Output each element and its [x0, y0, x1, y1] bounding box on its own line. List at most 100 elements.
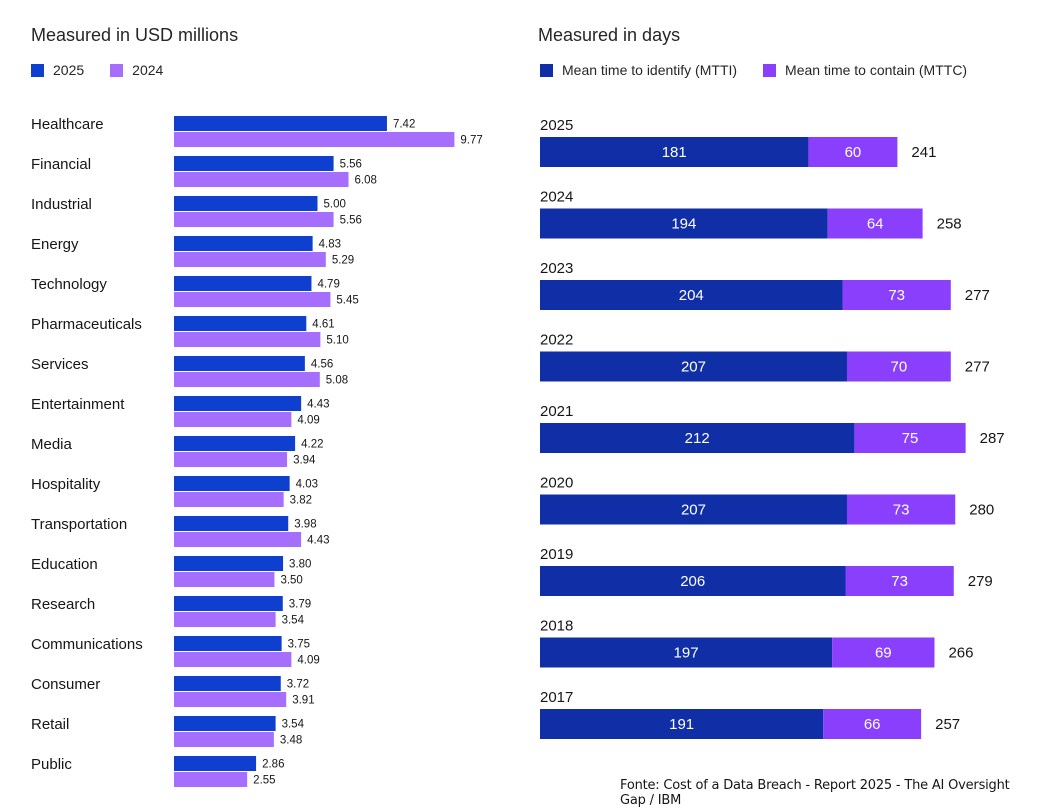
- bar-public-2024: [174, 772, 248, 787]
- data-label-education-2025: 3.80: [289, 559, 311, 571]
- bar-public-2025: [174, 756, 257, 771]
- segment-2018-mean-time-to-contain-mttc-: [832, 637, 935, 668]
- year-label-2020: 2020: [540, 475, 573, 492]
- bar-technology-2024: [174, 292, 331, 307]
- data-label-technology-2025: 4.79: [317, 279, 339, 291]
- legend-label-mttc: Mean time to contain (MTTC): [785, 62, 968, 78]
- category-label-financial: Financial: [31, 156, 91, 173]
- data-label-communications-2025: 3.75: [288, 639, 310, 651]
- segment-value-2018-mean-time-to-contain-mttc-: 69: [875, 645, 892, 662]
- segment-value-2024-mean-time-to-contain-mttc-: 64: [867, 216, 884, 233]
- bar-energy-2024: [174, 252, 326, 267]
- bar-consumer-2025: [174, 676, 281, 691]
- total-label-2023: 277: [965, 287, 990, 304]
- data-label-entertainment-2025: 4.43: [307, 399, 329, 411]
- bar-industrial-2025: [174, 196, 318, 211]
- data-label-healthcare-2024: 9.77: [460, 135, 482, 147]
- data-label-transportation-2025: 3.98: [294, 519, 316, 531]
- segment-value-2019-mean-time-to-identify-mtti-: 206: [680, 573, 705, 590]
- bar-healthcare-2025: [174, 116, 387, 131]
- source-note: Fonte: Cost of a Data Breach - Report 20…: [620, 778, 1010, 808]
- bar-pharmaceuticals-2025: [174, 316, 307, 331]
- data-label-retail-2025: 3.54: [282, 719, 305, 731]
- segment-value-2017-mean-time-to-contain-mttc-: 66: [864, 716, 881, 733]
- segment-value-2021-mean-time-to-identify-mtti-: 212: [685, 430, 710, 447]
- data-label-media-2024: 3.94: [293, 455, 316, 467]
- segment-2025-mean-time-to-identify-mtti-: [540, 137, 809, 167]
- segment-value-2024-mean-time-to-identify-mtti-: 194: [671, 216, 696, 233]
- legend-label-2024: 2024: [132, 62, 164, 78]
- year-label-2025: 2025: [540, 117, 573, 134]
- data-label-financial-2025: 5.56: [340, 159, 362, 171]
- data-label-services-2024: 5.08: [326, 375, 348, 387]
- data-label-consumer-2025: 3.72: [287, 679, 309, 691]
- legend-item-mttc: Mean time to contain (MTTC): [763, 62, 967, 78]
- segment-value-2019-mean-time-to-contain-mttc-: 73: [891, 573, 908, 590]
- bar-entertainment-2024: [174, 412, 292, 427]
- segment-value-2022-mean-time-to-contain-mttc-: 70: [891, 359, 908, 376]
- bar-services-2025: [174, 356, 305, 371]
- data-label-consumer-2024: 3.91: [292, 695, 314, 707]
- segment-value-2025-mean-time-to-identify-mtti-: 181: [662, 144, 687, 161]
- segment-2024-mean-time-to-contain-mttc-: [827, 208, 923, 239]
- bar-media-2024: [174, 452, 288, 467]
- segment-value-2020-mean-time-to-identify-mtti-: 207: [681, 502, 706, 519]
- right-legend: Mean time to identify (MTTI) Mean time t…: [540, 62, 993, 78]
- data-label-entertainment-2024: 4.09: [297, 415, 319, 427]
- year-label-2021: 2021: [540, 403, 573, 420]
- total-label-2019: 279: [968, 573, 993, 590]
- segment-2021-mean-time-to-contain-mttc-: [854, 423, 966, 453]
- bar-hospitality-2024: [174, 492, 284, 507]
- data-label-hospitality-2025: 4.03: [296, 479, 318, 491]
- data-label-industrial-2025: 5.00: [324, 199, 346, 211]
- segment-value-2021-mean-time-to-contain-mttc-: 75: [902, 430, 919, 447]
- segment-2019-mean-time-to-contain-mttc-: [845, 566, 954, 596]
- total-label-2020: 280: [969, 502, 994, 519]
- segment-2020-mean-time-to-contain-mttc-: [846, 494, 956, 525]
- bar-consumer-2024: [174, 692, 287, 707]
- bar-transportation-2024: [174, 532, 302, 547]
- category-label-industrial: Industrial: [31, 196, 92, 213]
- data-label-communications-2024: 4.09: [297, 655, 319, 667]
- bar-retail-2024: [174, 732, 274, 747]
- bar-retail-2025: [174, 716, 276, 731]
- legend-item-2025: 2025: [31, 62, 84, 78]
- category-label-technology: Technology: [31, 276, 107, 293]
- bar-energy-2025: [174, 236, 313, 251]
- bar-entertainment-2025: [174, 396, 302, 411]
- legend-swatch-2025: [31, 63, 44, 77]
- category-label-transportation: Transportation: [31, 516, 127, 533]
- bar-communications-2025: [174, 636, 282, 651]
- year-label-2023: 2023: [540, 260, 573, 277]
- data-label-research-2024: 3.54: [282, 615, 305, 627]
- legend-item-mtti: Mean time to identify (MTTI): [540, 62, 737, 78]
- segment-2023-mean-time-to-identify-mtti-: [540, 280, 843, 310]
- data-label-energy-2025: 4.83: [319, 239, 341, 251]
- category-label-energy: Energy: [31, 236, 79, 253]
- bar-communications-2024: [174, 652, 292, 667]
- data-label-technology-2024: 5.45: [336, 295, 358, 307]
- bar-financial-2024: [174, 172, 349, 187]
- data-label-transportation-2024: 4.43: [307, 535, 329, 547]
- bar-services-2024: [174, 372, 320, 387]
- category-label-entertainment: Entertainment: [31, 396, 125, 413]
- segment-2023-mean-time-to-contain-mttc-: [842, 280, 951, 310]
- segment-value-2018-mean-time-to-identify-mtti-: 197: [674, 645, 699, 662]
- segment-value-2023-mean-time-to-identify-mtti-: 204: [679, 287, 704, 304]
- category-label-consumer: Consumer: [31, 676, 100, 693]
- data-label-industrial-2024: 5.56: [340, 215, 362, 227]
- legend-label-mtti: Mean time to identify (MTTI): [562, 62, 738, 78]
- category-label-public: Public: [31, 756, 72, 773]
- left-chart-title: Measured in USD millions: [31, 25, 239, 45]
- segment-2020-mean-time-to-identify-mtti-: [540, 494, 847, 525]
- year-label-2018: 2018: [540, 618, 573, 635]
- segment-2019-mean-time-to-identify-mtti-: [540, 566, 846, 596]
- bar-industrial-2024: [174, 212, 334, 227]
- left-legend: 2025 2024: [31, 62, 189, 78]
- category-label-research: Research: [31, 596, 95, 613]
- total-label-2022: 277: [965, 359, 990, 376]
- total-label-2021: 287: [980, 430, 1005, 447]
- data-label-pharmaceuticals-2024: 5.10: [326, 335, 348, 347]
- segment-2022-mean-time-to-contain-mttc-: [846, 351, 951, 382]
